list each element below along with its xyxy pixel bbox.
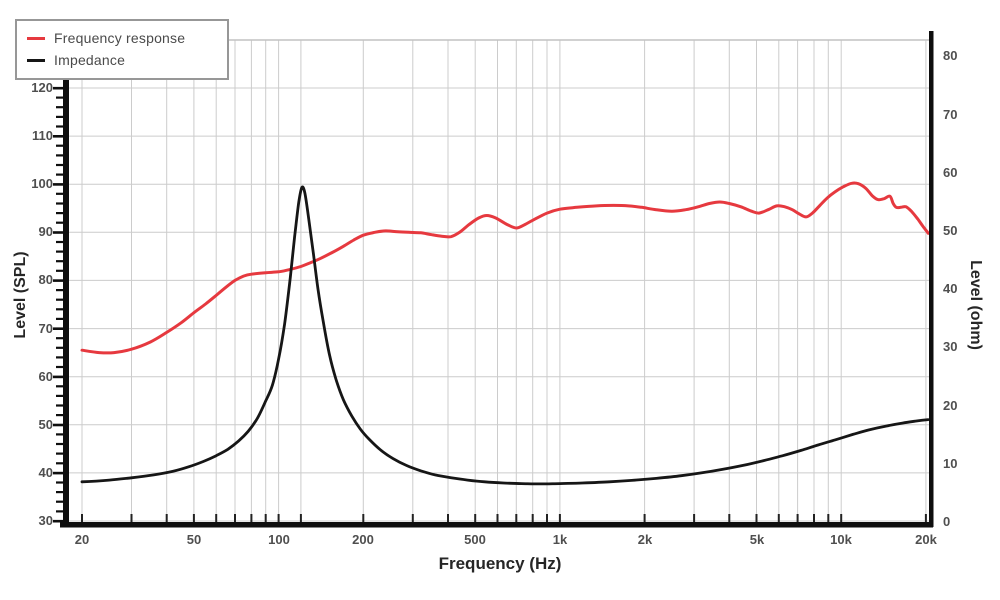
impedance-curve <box>80 185 930 486</box>
x-tick-label: 20 <box>74 532 90 547</box>
x-axis-title: Frequency (Hz) <box>438 554 562 573</box>
y-left-tick-label: 110 <box>32 128 53 143</box>
x-tick-label: 2k <box>637 532 653 547</box>
legend-label: Frequency response <box>54 30 186 46</box>
y-right-tick-label: 20 <box>943 398 958 413</box>
x-tick-label: 500 <box>464 532 486 547</box>
y-right-tick-label: 40 <box>943 281 958 296</box>
y-left-tick-label: 80 <box>38 272 53 287</box>
y-left-tick-label: 100 <box>31 176 53 191</box>
legend-item-frequency-response: Frequency response <box>27 27 227 49</box>
y-left-tick-label: 90 <box>38 224 53 239</box>
y-right-tick-label: 50 <box>943 223 958 238</box>
y-left-tick-label: 60 <box>38 369 53 384</box>
y-left-tick-label: 30 <box>38 513 53 528</box>
y-right-tick-label: 30 <box>943 339 958 354</box>
y-right-tick-label: 0 <box>943 514 951 529</box>
x-tick-label: 10k <box>830 532 852 547</box>
y-right-tick-label: 80 <box>943 48 958 63</box>
left-axis-title: Level (SPL) <box>12 251 29 339</box>
legend-item-impedance: Impedance <box>27 49 227 71</box>
x-tick-label: 20k <box>915 532 937 547</box>
y-right-tick-label: 70 <box>943 107 958 122</box>
frequency-response-line-swatch <box>27 36 45 40</box>
right-axis-title: Level (ohm) <box>967 260 984 350</box>
y-right-tick-label: 10 <box>943 456 958 471</box>
y-left-tick-label: 40 <box>38 465 53 480</box>
x-tick-label: 200 <box>352 532 374 547</box>
y-left-tick-label: 70 <box>38 321 53 336</box>
legend: Frequency response Impedance <box>15 19 229 80</box>
legend-label: Impedance <box>54 52 126 68</box>
y-left-tick-label: 120 <box>31 80 53 95</box>
frequency-response-curve <box>80 181 930 355</box>
x-tick-label: 1k <box>552 532 568 547</box>
x-tick-label: 100 <box>268 532 290 547</box>
y-right-tick-label: 60 <box>943 165 958 180</box>
x-tick-label: 50 <box>186 532 202 547</box>
impedance-line-swatch <box>27 58 45 62</box>
x-tick-label: 5k <box>749 532 765 547</box>
y-left-tick-label: 50 <box>38 417 53 432</box>
